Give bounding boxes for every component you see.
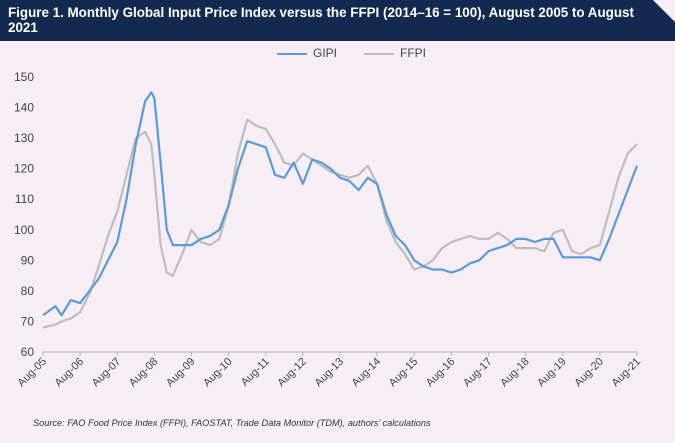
x-tick-label: Aug-05 [16, 356, 50, 390]
x-tick-label: Aug-09 [164, 356, 198, 390]
x-tick-label: Aug-14 [350, 356, 384, 390]
legend-label-ffpi: FFPI [400, 46, 426, 60]
legend-swatch-gipi [277, 53, 307, 55]
x-tick-label: Aug-18 [498, 356, 532, 390]
y-tick-label: 100 [14, 223, 34, 237]
y-tick-label: 110 [15, 192, 34, 206]
y-tick-label: 120 [14, 162, 34, 176]
x-tick-label: Aug-10 [201, 356, 235, 390]
source-note: Source: FAO Food Price Index (FFPI), FAO… [33, 418, 431, 428]
x-tick-label: Aug-12 [275, 356, 309, 390]
y-tick-label: 80 [21, 284, 35, 298]
y-tick-label: 140 [14, 101, 34, 115]
y-tick-label: 150 [14, 70, 34, 84]
series-line-gipi [42, 91, 639, 317]
x-tick-label: Aug-11 [239, 356, 272, 389]
x-tick-label: Aug-15 [387, 356, 421, 390]
legend-label-gipi: GIPI [313, 46, 338, 60]
y-tick-label: 90 [21, 253, 35, 267]
y-tick-label: 60 [21, 345, 35, 359]
x-tick-label: Aug-06 [53, 356, 87, 390]
y-tick-label: 70 [21, 314, 35, 328]
chart-legend: GIPI FFPI [0, 46, 675, 62]
x-tick-label: Aug-16 [424, 356, 458, 390]
x-tick-label: Aug-21 [610, 356, 644, 390]
x-tick-label: Aug-20 [572, 356, 606, 390]
x-tick-label: Aug-13 [313, 356, 347, 390]
x-tick-label: Aug-07 [90, 356, 124, 390]
x-tick-label: Aug-08 [127, 356, 161, 390]
x-tick-label: Aug-17 [461, 356, 495, 390]
x-tick-label: Aug-19 [535, 356, 569, 390]
figure-title: Figure 1. Monthly Global Input Price Ind… [8, 5, 634, 35]
series-line-ffpi [42, 118, 638, 329]
title-banner: Figure 1. Monthly Global Input Price Ind… [0, 0, 675, 41]
banner-corner [653, 0, 675, 22]
y-tick-label: 130 [14, 131, 34, 145]
legend-swatch-ffpi [364, 53, 394, 55]
